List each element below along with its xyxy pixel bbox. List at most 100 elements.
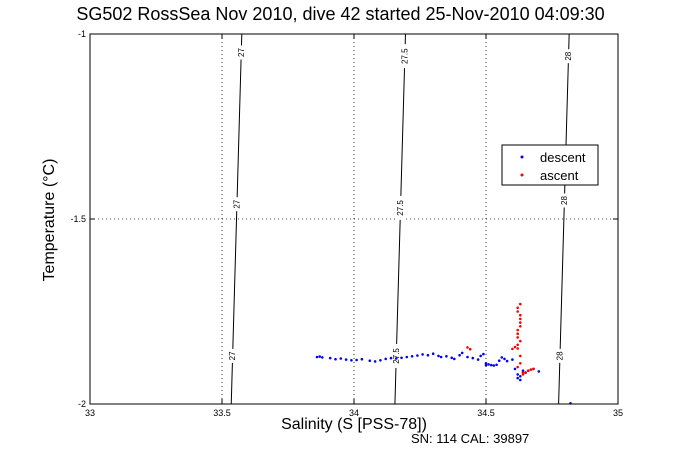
descent-point <box>315 355 319 359</box>
descent-point <box>421 353 424 356</box>
contour-label-gap <box>391 343 402 368</box>
descent-point <box>537 370 541 373</box>
contour-label-gap <box>563 49 574 64</box>
serial-calibration-note: SN: 114 CAL: 39897 <box>411 431 530 446</box>
axis-ticks: 33 33.5 34 34.5 35 -1 -1.5 -2 <box>70 29 623 418</box>
descent-point <box>479 354 483 358</box>
descent-point <box>458 353 461 357</box>
descent-point <box>476 358 480 361</box>
descent-point <box>431 352 435 356</box>
descent-point <box>500 356 504 359</box>
ascent-point <box>516 343 519 347</box>
ascent-point <box>519 321 522 324</box>
descent-point <box>487 363 490 366</box>
ascent-point <box>524 371 527 374</box>
descent-point <box>492 364 496 367</box>
ascent-point <box>516 336 519 339</box>
descent-point <box>321 356 324 359</box>
descent-point <box>511 358 514 361</box>
legend-box <box>501 144 599 186</box>
contour-label: 28 <box>564 51 573 60</box>
legend-marker-descent <box>520 155 524 159</box>
grid-lines <box>90 34 618 404</box>
ascent-point <box>529 368 533 371</box>
ascent-point <box>519 317 522 321</box>
contour-line-28 <box>558 33 570 405</box>
x-tick-label: 33 <box>85 408 95 418</box>
ascent-point <box>516 310 519 313</box>
data-points <box>315 302 572 405</box>
ascent-point <box>532 367 535 371</box>
descent-point <box>445 355 448 358</box>
contour-label-gap <box>399 44 410 69</box>
descent-point <box>400 356 403 360</box>
density-contours: 27 27 27 27.5 27.5 27.5 28 28 28 <box>227 33 574 405</box>
contour-line-27 <box>230 33 243 405</box>
ascent-point <box>516 365 519 369</box>
ascent-point <box>519 313 522 317</box>
descent-point <box>516 373 519 376</box>
contour-label: 27 <box>232 199 241 208</box>
descent-point <box>379 359 382 362</box>
descent-point <box>490 363 493 367</box>
contour-label-gap <box>554 348 565 363</box>
ascent-point <box>516 332 519 336</box>
ascent-point <box>519 339 522 343</box>
descent-point <box>503 357 506 361</box>
descent-point <box>439 355 443 359</box>
ascent-point <box>519 354 522 358</box>
ascent-point <box>468 347 472 351</box>
descent-point <box>519 375 522 378</box>
x-axis-label: Salinity (S [PSS-78]) <box>281 416 427 433</box>
descent-point <box>513 367 517 371</box>
y-tick-label: -1 <box>78 29 86 39</box>
descent-point <box>471 356 475 360</box>
descent-point <box>450 356 454 360</box>
descent-point <box>344 358 348 361</box>
ascent-point <box>526 369 530 373</box>
contour-label: 28 <box>560 196 569 205</box>
descent-point <box>394 357 398 360</box>
descent-point <box>460 351 464 355</box>
descent-point <box>368 359 372 363</box>
contour-label-gap <box>227 348 238 363</box>
ascent-point <box>516 328 519 332</box>
y-tick-label: -1.5 <box>70 214 86 224</box>
descent-point <box>426 353 430 357</box>
descent-point <box>466 355 469 359</box>
descent-point <box>437 354 440 358</box>
contour-label: 28 <box>555 351 564 360</box>
descent-point <box>355 358 358 362</box>
contour-label: 27 <box>228 351 237 360</box>
descent-point <box>497 359 501 363</box>
ascent-point <box>516 347 519 350</box>
contour-label-gap <box>559 193 570 208</box>
legend-label-ascent: ascent <box>540 168 579 183</box>
chart-title: SG502 RossSea Nov 2010, dive 42 started … <box>76 4 605 24</box>
descent-point <box>339 357 343 360</box>
ascent-point <box>516 306 519 310</box>
contour-label: 27.5 <box>392 348 401 364</box>
legend: descent ascent <box>501 144 599 186</box>
ascent-point <box>513 345 517 349</box>
x-tick-label: 35 <box>613 408 623 418</box>
ascent-point <box>511 347 514 351</box>
contour-label-gap <box>395 195 406 220</box>
descent-point <box>505 359 509 363</box>
contour-label-gap <box>231 197 242 212</box>
descent-point <box>334 357 337 361</box>
descent-point <box>495 363 498 367</box>
x-tick-label: 34 <box>349 408 359 418</box>
descent-point <box>389 356 393 360</box>
descent-point <box>350 359 353 362</box>
descent-point <box>453 357 456 361</box>
x-tick-label: 33.5 <box>213 408 231 418</box>
descent-point <box>328 356 332 360</box>
descent-point <box>516 376 519 380</box>
descent-point <box>484 363 488 367</box>
descent-point <box>416 354 419 357</box>
descent-point <box>484 362 488 365</box>
y-tick-label: -2 <box>78 399 86 409</box>
descent-point <box>373 360 377 363</box>
